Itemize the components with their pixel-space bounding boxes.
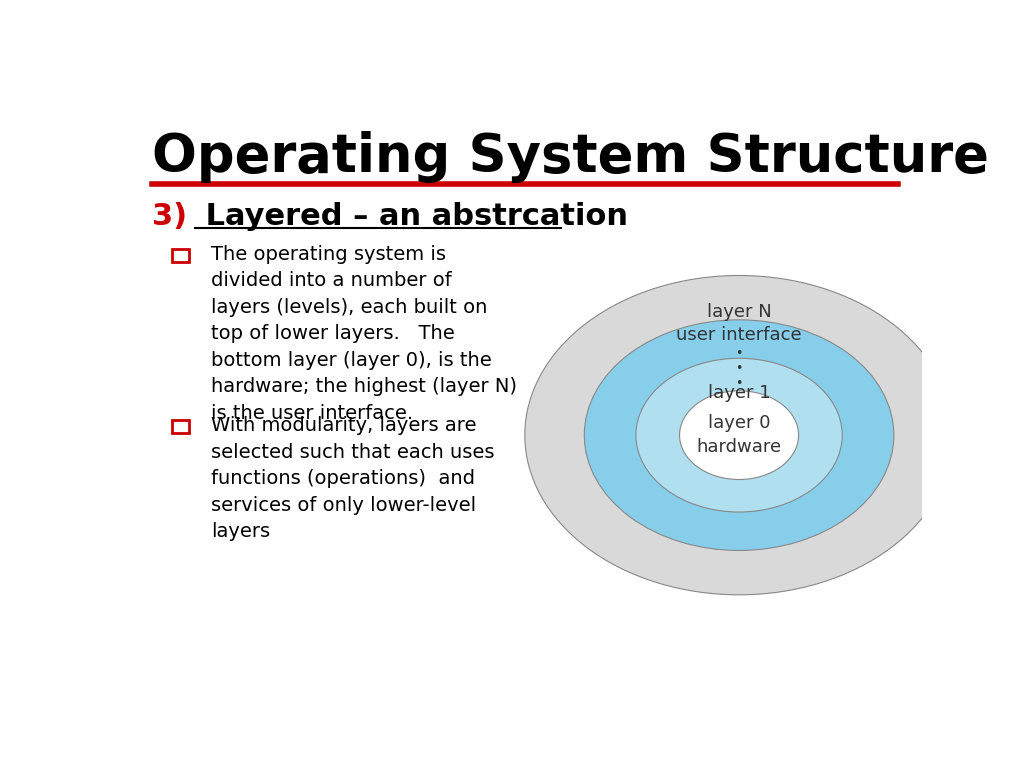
Text: With modularity, layers are
selected such that each uses
functions (operations) : With modularity, layers are selected suc… <box>211 416 495 541</box>
Circle shape <box>636 358 842 512</box>
Text: layer 1: layer 1 <box>708 384 770 402</box>
Text: •
•
•: • • • <box>735 347 742 390</box>
FancyBboxPatch shape <box>172 249 189 262</box>
Circle shape <box>585 319 894 551</box>
Text: layer 0
hardware: layer 0 hardware <box>696 415 781 456</box>
Text: 3): 3) <box>152 201 187 230</box>
Text: Layered – an abstrcation: Layered – an abstrcation <box>196 201 629 230</box>
Text: The operating system is
divided into a number of
layers (levels), each built on
: The operating system is divided into a n… <box>211 245 517 422</box>
Circle shape <box>524 276 953 595</box>
Text: layer N
user interface: layer N user interface <box>676 303 802 344</box>
Circle shape <box>680 391 799 479</box>
FancyBboxPatch shape <box>172 420 189 433</box>
Text: Operating System Structure: Operating System Structure <box>152 131 989 183</box>
